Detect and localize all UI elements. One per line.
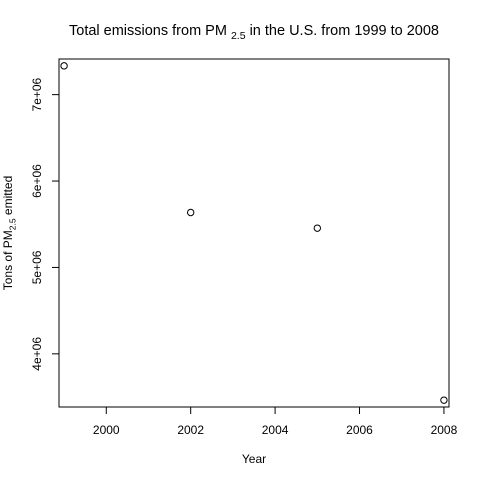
y-axis-label-subscript: 2.5: [8, 218, 18, 230]
y-tick-label: 5e+06: [30, 250, 44, 284]
chart-title-suffix: in the U.S. from 1999 to 2008: [246, 23, 439, 39]
data-point: [440, 396, 448, 404]
chart-title: Total emissions from PM 2.5 in the U.S. f…: [69, 23, 439, 42]
y-tick-label: 4e+06: [30, 337, 44, 371]
y-tick-label: 6e+06: [30, 164, 44, 198]
y-axis-label: Tons of PM2.5 emitted: [1, 176, 18, 291]
data-points: [60, 62, 448, 404]
y-axis-label-prefix: Tons of PM: [1, 230, 15, 290]
x-tick-label: 2004: [262, 423, 289, 437]
x-tick-label: 2006: [346, 423, 373, 437]
x-tick-label: 2008: [431, 423, 458, 437]
y-axis: 4e+06 5e+06 6e+06 7e+06: [30, 77, 59, 371]
y-tick-label: 7e+06: [30, 77, 44, 111]
plot-frame: [58, 58, 450, 408]
x-tick-label: 2000: [93, 423, 120, 437]
chart-title-subscript: 2.5: [231, 30, 246, 42]
chart-title-prefix: Total emissions from PM: [69, 23, 227, 39]
data-point: [60, 62, 68, 70]
x-axis: 2000 2002 2004 2006 2008: [93, 407, 458, 437]
x-tick-label: 2002: [177, 423, 204, 437]
y-axis-label-suffix: emitted: [1, 176, 15, 219]
x-axis-label: Year: [242, 452, 266, 466]
data-point: [313, 224, 322, 232]
data-point: [186, 208, 195, 217]
